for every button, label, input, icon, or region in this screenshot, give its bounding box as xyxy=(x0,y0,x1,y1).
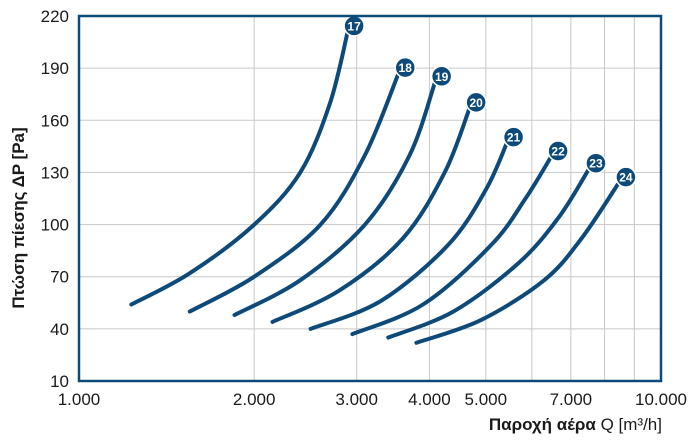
y-tick-label: 160 xyxy=(41,111,69,130)
x-tick-label: 3.000 xyxy=(335,390,378,409)
x-tick-label: 4.000 xyxy=(408,390,451,409)
curve-24 xyxy=(414,179,622,345)
y-tick-label: 100 xyxy=(41,216,69,235)
y-tick-label: 10 xyxy=(50,372,69,391)
curve-badge-19 xyxy=(430,65,453,88)
y-tick-label: 190 xyxy=(41,59,69,78)
grid-lines xyxy=(79,16,661,381)
curve-badge-18 xyxy=(394,56,416,79)
curve-21 xyxy=(308,139,510,331)
x-tick-label: 2.000 xyxy=(233,390,276,409)
y-tick-label: 70 xyxy=(50,268,69,287)
plot-frame xyxy=(77,14,663,383)
curve-badge-20 xyxy=(465,91,487,114)
curve-17 xyxy=(129,27,351,307)
x-tick-label: 10.000 xyxy=(635,390,687,409)
curve-22 xyxy=(350,153,555,337)
curve-20 xyxy=(270,104,473,324)
curve-badge-label: 24 xyxy=(619,171,633,185)
y-tick-label: 40 xyxy=(50,320,69,339)
x-axis-label: Παροχή αέρα Q [m³/h] xyxy=(489,415,662,434)
curve-badge-21 xyxy=(502,126,525,148)
curve-badge-label: 23 xyxy=(589,157,603,171)
curve-badge-22 xyxy=(547,140,569,162)
y-tick-label: 220 xyxy=(41,7,69,26)
curve-badge-label: 19 xyxy=(435,70,449,84)
curve-badge-23 xyxy=(585,152,607,174)
curve-badge-group: 17 18 19 20 21 22 23 24 xyxy=(343,15,637,188)
x-axis-label-unit: Q [m³/h] xyxy=(601,415,662,434)
curve-badge-24 xyxy=(615,166,637,188)
y-tick-labels: 10 40 70 100 130 160 190 220 xyxy=(41,7,69,391)
curve-23 xyxy=(386,165,592,340)
curve-19 xyxy=(232,78,438,317)
x-axis-label-bold: Παροχή αέρα xyxy=(489,415,597,434)
curve-badge-label: 18 xyxy=(399,61,413,75)
x-tick-labels: 1.000 2.000 3.000 4.000 5.000 7.000 10.000 xyxy=(58,390,687,409)
curve-18 xyxy=(187,69,402,314)
x-tick-label: 7.000 xyxy=(550,390,593,409)
curve-badge-label: 21 xyxy=(507,131,521,145)
x-tick-label: 1.000 xyxy=(58,390,101,409)
curve-badge-label: 22 xyxy=(551,145,565,159)
curve-badge-label: 20 xyxy=(469,96,483,110)
y-axis-label: Πτώση πίεσης ΔP [Pa] xyxy=(9,127,28,308)
y-tick-label: 130 xyxy=(41,163,69,182)
curve-group xyxy=(129,27,622,345)
curve-badge-label: 17 xyxy=(347,19,361,33)
x-tick-label: 5.000 xyxy=(465,390,508,409)
